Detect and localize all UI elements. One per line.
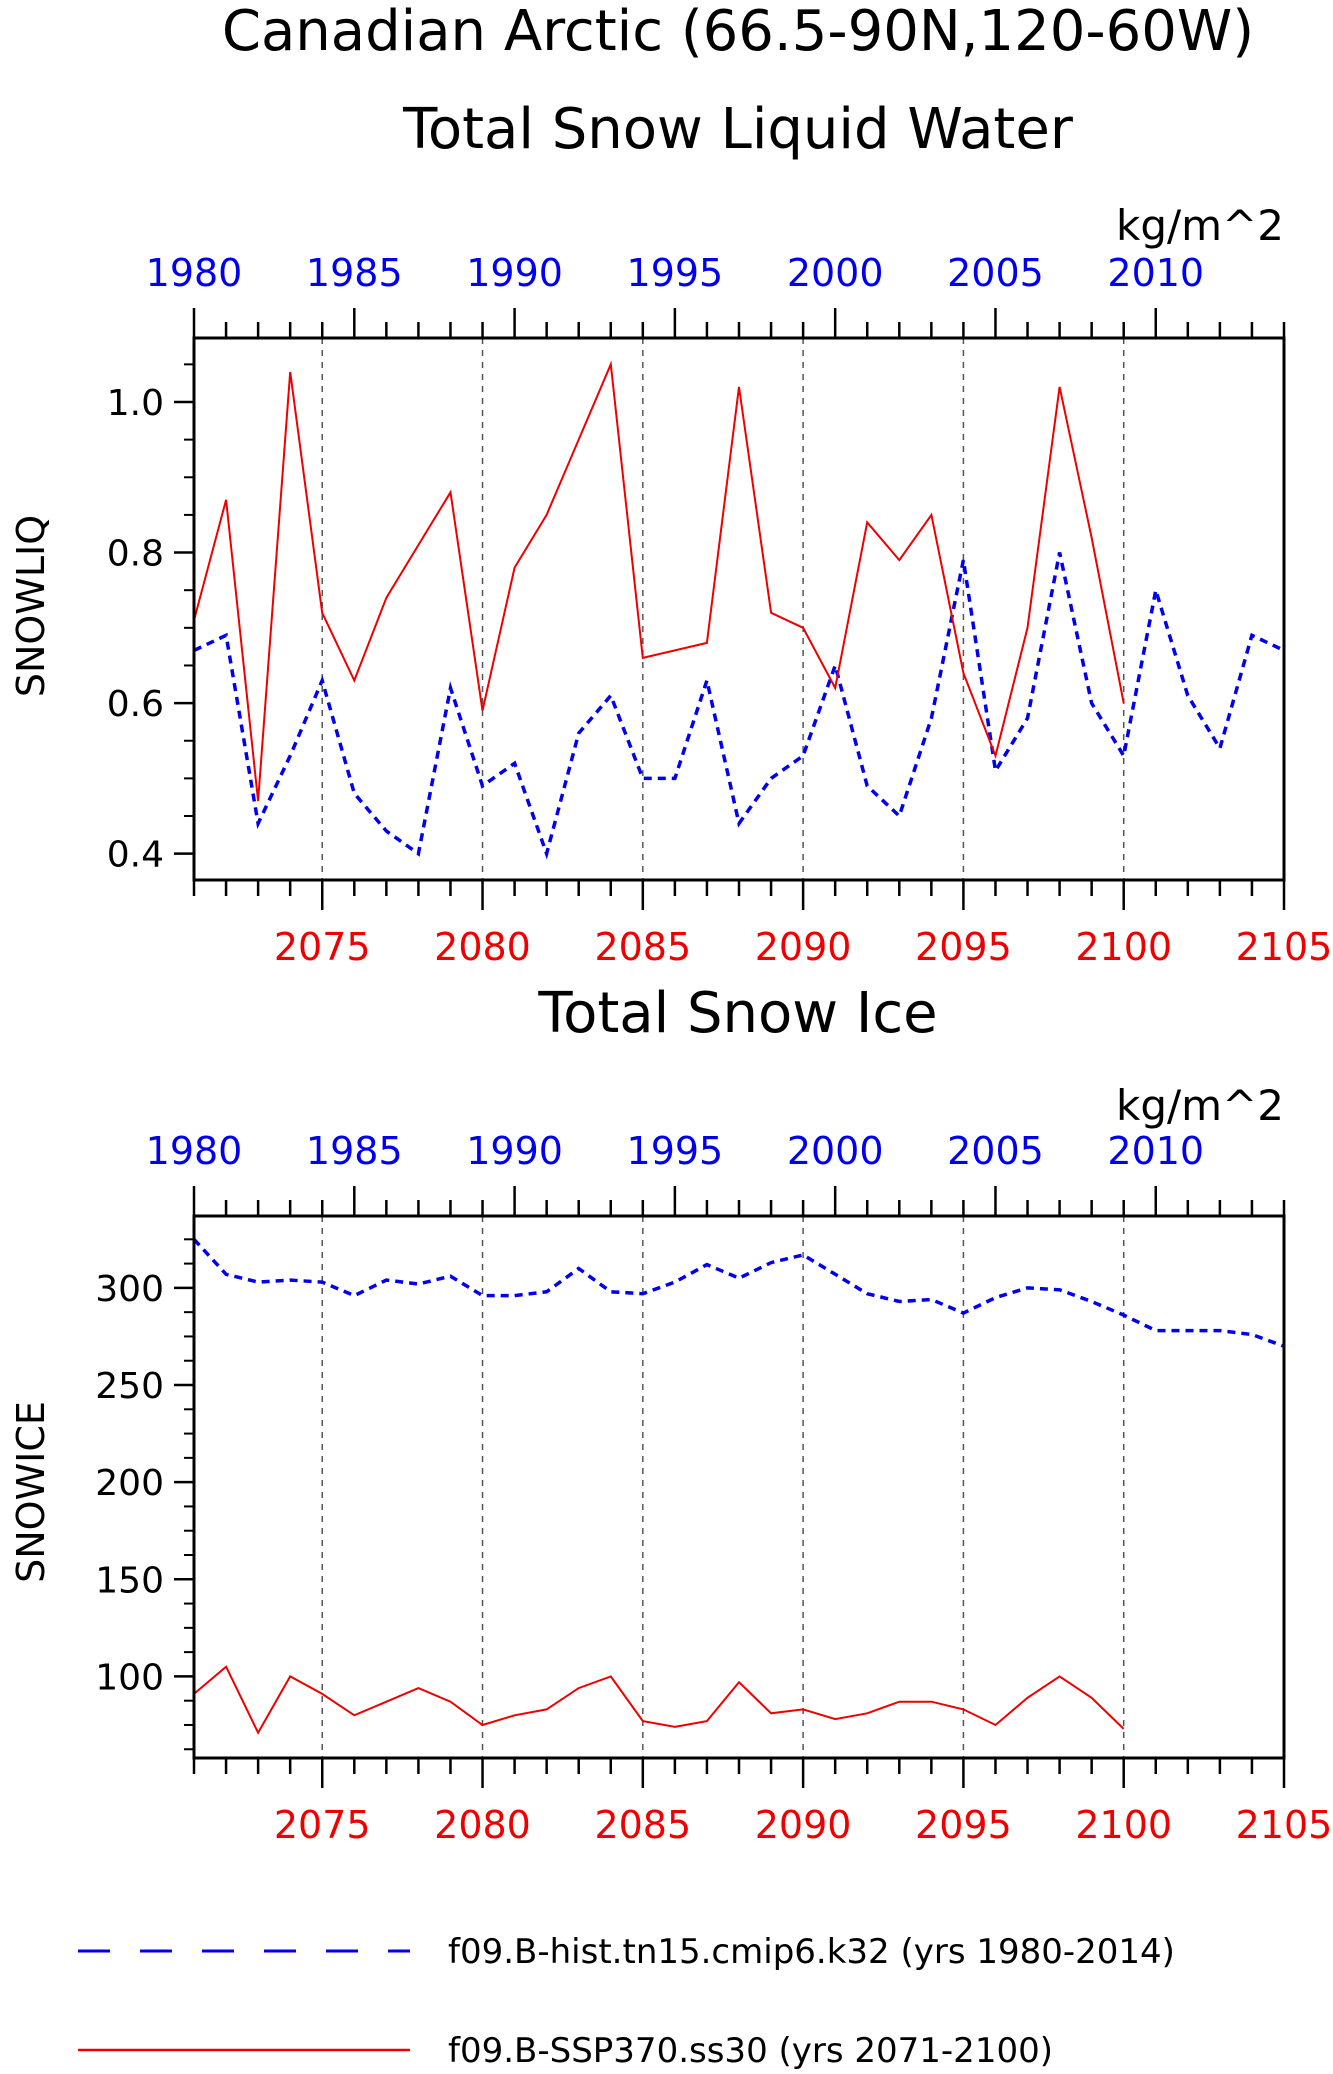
y-tick-label: 250 [95, 1366, 164, 1407]
x-tick-label-top: 1990 [466, 251, 563, 295]
x-tick-label-top: 2000 [787, 251, 884, 295]
y-tick-label: 0.6 [107, 684, 164, 725]
y-tick-label: 150 [95, 1560, 164, 1601]
legend: f09.B-hist.tn15.cmip6.k32 (yrs 1980-2014… [78, 1932, 1175, 2071]
plot-frame [192, 1214, 1286, 1760]
plot-axes: 2075 2080 2085 2090 2095 2100 2105 1980 1985 1990… [95, 1129, 1332, 1847]
chart-snowliq: Total Snow Liquid Water kg/m^2 SNOWLIQ 2… [9, 97, 1332, 969]
y-tick-label: 300 [95, 1269, 164, 1310]
x-tick-label-bottom: 2075 [274, 925, 371, 969]
x-tick-label-top: 2010 [1107, 1129, 1204, 1173]
y-axis-label: SNOWICE [9, 1401, 53, 1583]
x-tick-label-top: 1990 [466, 1129, 563, 1173]
y-tick-label: 0.8 [107, 534, 164, 575]
x-tick-label-top: 2010 [1107, 251, 1204, 295]
x-tick-label-bottom: 2095 [915, 1803, 1012, 1847]
x-tick-label-bottom: 2085 [594, 925, 691, 969]
x-tick-label-top: 1995 [627, 251, 724, 295]
x-tick-label-bottom: 2080 [434, 925, 531, 969]
x-tick-label-top: 2005 [947, 251, 1044, 295]
units-label: kg/m^2 [1116, 1081, 1284, 1130]
x-tick-label-bottom: 2090 [755, 1803, 852, 1847]
legend-label-ssp: f09.B-SSP370.ss30 (yrs 2071-2100) [448, 2031, 1053, 2071]
x-tick-label-bottom: 2090 [755, 925, 852, 969]
x-tick-label-top: 1985 [306, 1129, 403, 1173]
chart-snowice: Total Snow Ice kg/m^2 SNOWICE 2075 2080 20… [9, 981, 1332, 1847]
chart-title: Total Snow Ice [537, 981, 937, 1046]
x-tick-label-bottom: 2080 [434, 1803, 531, 1847]
x-tick-label-bottom: 2105 [1236, 1803, 1333, 1847]
y-tick-label: 200 [95, 1463, 164, 1504]
y-tick-label: 1.0 [107, 383, 164, 424]
x-tick-label-top: 2000 [787, 1129, 884, 1173]
x-tick-label-top: 1985 [306, 251, 403, 295]
x-tick-label-top: 1995 [627, 1129, 724, 1173]
x-tick-label-top: 1980 [146, 251, 243, 295]
x-tick-label-bottom: 2085 [594, 1803, 691, 1847]
x-tick-label-bottom: 2105 [1236, 925, 1333, 969]
x-tick-label-bottom: 2075 [274, 1803, 371, 1847]
series-line-ssp [193, 360, 1125, 802]
x-tick-label-bottom: 2100 [1075, 925, 1172, 969]
y-axis-label: SNOWLIQ [9, 515, 53, 697]
figure-title: Canadian Arctic (66.5-90N,120-60W) [222, 0, 1254, 64]
x-tick-label-top: 2005 [947, 1129, 1044, 1173]
series-line-hist [192, 1238, 1285, 1348]
legend-label-hist: f09.B-hist.tn15.cmip6.k32 (yrs 1980-2014… [448, 1932, 1175, 1972]
y-tick-label: 100 [95, 1657, 164, 1698]
series-line-hist [193, 552, 1285, 860]
plot-axes: 2075 2080 2085 2090 2095 2100 2105 1980 1985 1990… [107, 251, 1333, 969]
x-tick-label-top: 1980 [146, 1129, 243, 1173]
y-tick-label: 0.4 [107, 835, 164, 876]
chart-title: Total Snow Liquid Water [402, 97, 1074, 162]
x-tick-label-bottom: 2100 [1075, 1803, 1172, 1847]
series-line-ssp [193, 1665, 1125, 1735]
x-tick-label-bottom: 2095 [915, 925, 1012, 969]
units-label: kg/m^2 [1116, 201, 1284, 250]
